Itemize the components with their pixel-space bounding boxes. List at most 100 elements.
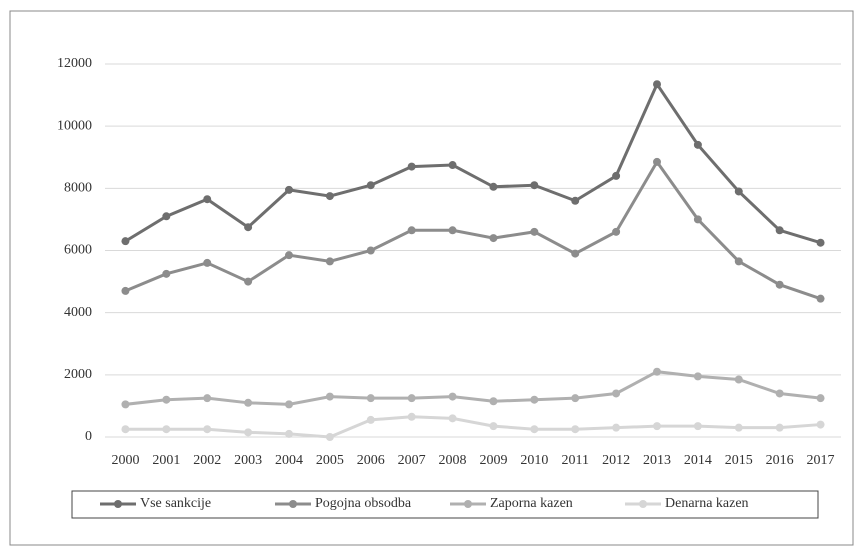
data-point [244, 428, 253, 437]
data-point [121, 237, 130, 246]
data-point [325, 392, 334, 401]
x-tick-label: 2017 [807, 453, 835, 468]
data-point [407, 162, 416, 171]
data-point [693, 422, 702, 431]
data-point [244, 223, 253, 232]
x-tick-label: 2008 [439, 453, 467, 468]
data-point [612, 423, 621, 432]
legend-frame [71, 490, 819, 519]
data-point [653, 367, 661, 376]
series-line [124, 81, 821, 245]
x-tick-label: 2005 [316, 453, 344, 468]
data-point [489, 234, 498, 243]
data-point [612, 227, 621, 236]
y-tick-label: 6000 [64, 243, 92, 258]
y-tick-label: 2000 [64, 367, 92, 382]
data-point [775, 389, 784, 398]
series-line [125, 370, 821, 406]
data-point [407, 394, 416, 403]
data-point [448, 392, 457, 401]
data-point [162, 395, 171, 404]
x-tick-label: 2013 [643, 453, 671, 468]
data-point [366, 394, 375, 403]
legend-label: Zaporna kazen [490, 496, 573, 511]
chart-frame [9, 10, 854, 546]
data-point [285, 251, 293, 260]
data-point [121, 400, 130, 409]
data-point [162, 212, 171, 221]
x-tick-label: 2000 [111, 453, 139, 468]
data-point [366, 246, 375, 255]
data-point [489, 397, 498, 406]
x-tick-label: 2012 [602, 453, 630, 468]
x-tick-label: 2014 [684, 453, 712, 468]
data-point [775, 423, 784, 432]
data-point [734, 375, 743, 384]
data-point [775, 280, 784, 289]
data-point [653, 422, 661, 431]
data-point [121, 286, 130, 295]
data-point [407, 412, 416, 421]
legend-marker [639, 500, 647, 508]
data-point [244, 277, 253, 286]
x-tick-label: 2002 [193, 453, 221, 468]
data-point [653, 80, 661, 89]
data-point [448, 414, 457, 423]
data-point [530, 425, 539, 434]
legend-label: Denarna kazen [665, 496, 749, 511]
data-point [693, 140, 702, 149]
data-point [244, 398, 253, 407]
x-tick-label: 2004 [275, 453, 303, 468]
data-point [612, 389, 621, 398]
data-point [203, 425, 212, 434]
data-point [285, 185, 293, 194]
data-point [693, 215, 702, 224]
x-tick-label: 2016 [766, 453, 794, 468]
data-point [816, 294, 825, 303]
x-tick-label: 2015 [725, 453, 753, 468]
data-point [734, 423, 743, 432]
data-point [203, 258, 212, 267]
x-tick-label: 2003 [234, 453, 262, 468]
data-point [734, 257, 743, 266]
data-point [489, 422, 498, 431]
x-tick-label: 2009 [479, 453, 507, 468]
data-point [162, 269, 171, 278]
data-point [325, 257, 334, 266]
data-point [571, 249, 580, 258]
x-tick-label: 2011 [561, 453, 588, 468]
data-point [571, 425, 580, 434]
data-point [489, 182, 498, 191]
data-point [612, 171, 621, 180]
legend-marker [464, 500, 472, 508]
series-line [125, 415, 821, 439]
x-tick-label: 2007 [398, 453, 426, 468]
data-point [530, 181, 539, 190]
y-tick-label: 10000 [57, 118, 92, 133]
legend-marker [114, 500, 122, 508]
data-point [653, 157, 661, 166]
legend-marker [289, 500, 297, 508]
data-point [325, 192, 334, 201]
x-tick-label: 2006 [357, 453, 385, 468]
data-point [366, 181, 375, 190]
data-point [816, 238, 825, 247]
data-point [121, 425, 130, 434]
y-tick-label: 8000 [64, 181, 92, 196]
data-point [203, 394, 212, 403]
data-point [325, 433, 334, 441]
data-point [693, 372, 702, 381]
y-tick-label: 4000 [64, 305, 92, 320]
y-tick-label: 0 [85, 429, 92, 444]
data-point [366, 415, 375, 424]
data-point [816, 420, 825, 429]
data-point [162, 425, 171, 434]
series-line [124, 159, 822, 301]
x-tick-label: 2010 [520, 453, 548, 468]
data-point [530, 227, 539, 236]
data-point [816, 394, 825, 403]
legend-label: Pogojna obsodba [315, 496, 412, 511]
data-point [285, 400, 293, 409]
data-point [530, 395, 539, 404]
data-point [571, 394, 580, 403]
